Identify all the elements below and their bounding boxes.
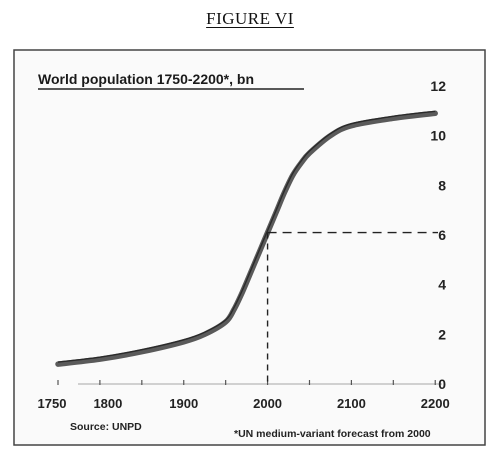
x-tick-label: 1800 <box>93 396 122 411</box>
x-tick-label: 1750 <box>38 396 67 411</box>
y-tick-label: 10 <box>430 128 446 144</box>
x-tick-label: 2100 <box>337 396 366 411</box>
x-tick-label: 2000 <box>253 396 282 411</box>
y-tick-label: 0 <box>438 376 446 392</box>
chart-frame <box>13 49 486 446</box>
y-tick-label: 8 <box>438 177 446 193</box>
y-tick-label: 4 <box>438 277 446 293</box>
x-tick-label: 2200 <box>421 396 450 411</box>
population-line-edge <box>57 110 436 363</box>
figure-label: FIGURE VI <box>206 9 294 28</box>
y-tick-label: 2 <box>438 326 446 342</box>
x-tick-label: 1900 <box>169 396 198 411</box>
source-note: Source: UNPD <box>70 421 142 433</box>
population-line <box>55 110 438 367</box>
y-tick-label: 6 <box>438 227 446 243</box>
forecast-footnote: *UN medium-variant forecast from 2000 <box>234 428 431 440</box>
chart-title: World population 1750-2200*, bn <box>38 71 254 87</box>
y-tick-label: 12 <box>430 78 446 94</box>
